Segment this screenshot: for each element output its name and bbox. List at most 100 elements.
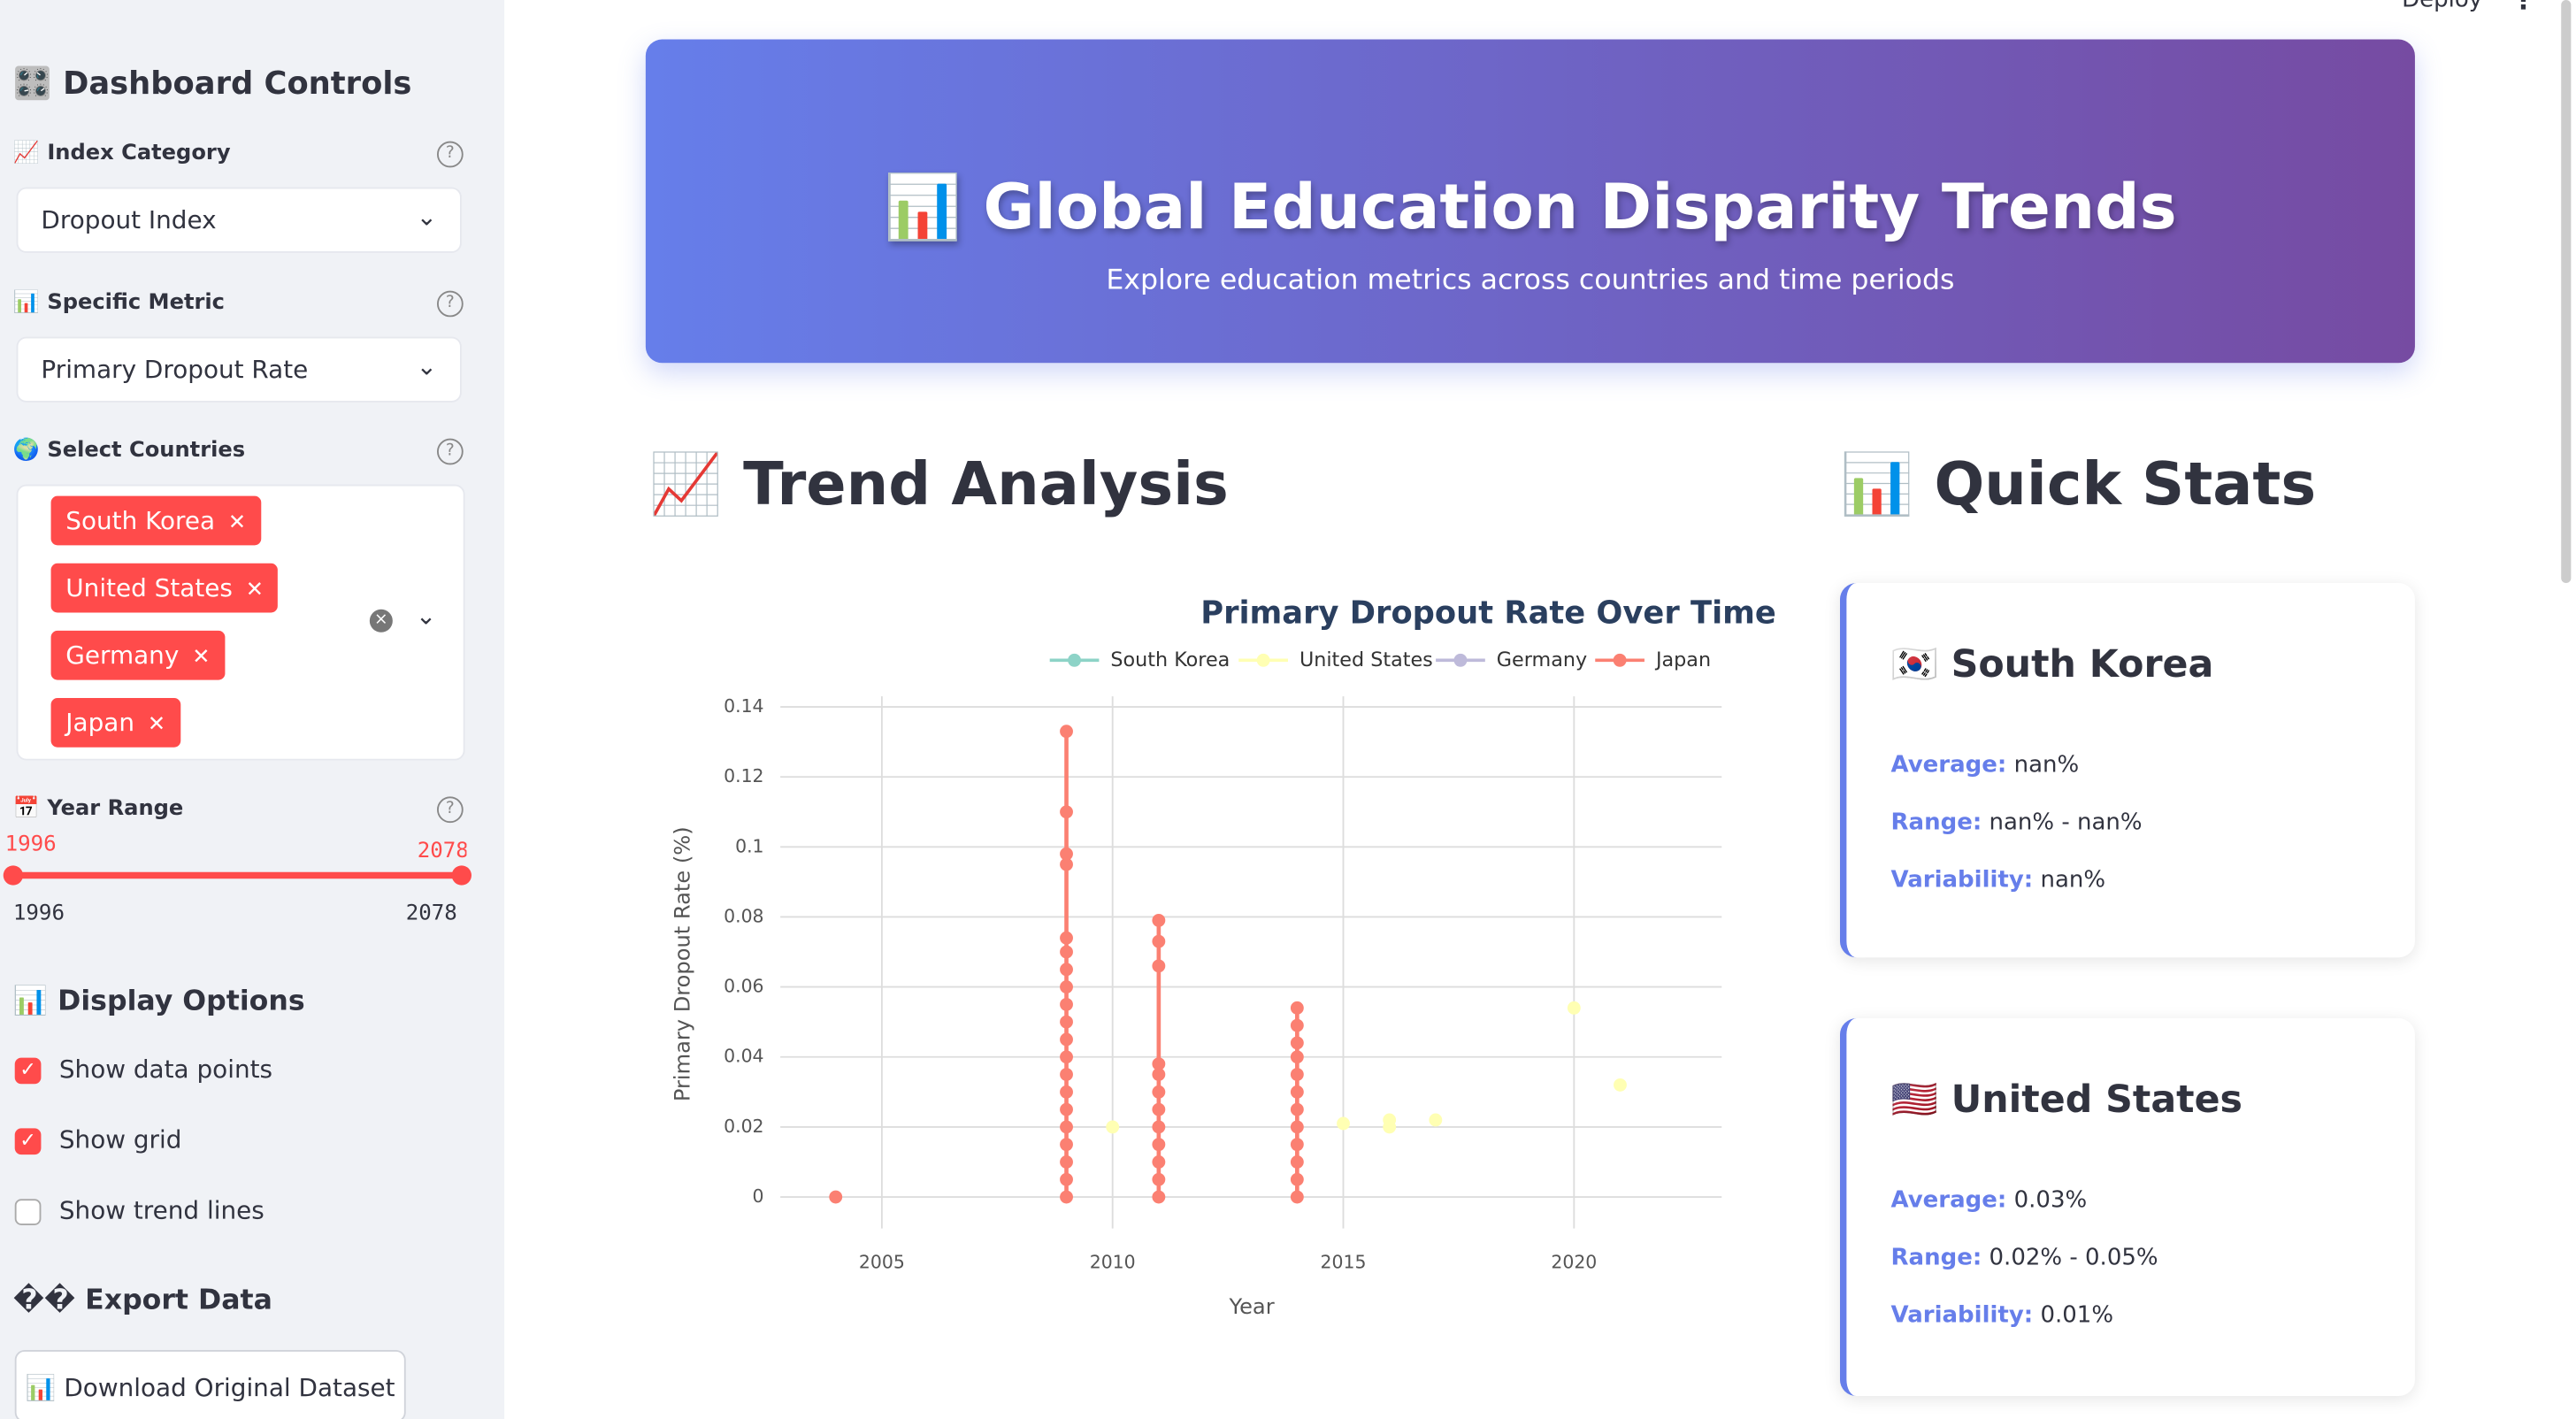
data-point bbox=[1152, 959, 1166, 973]
stat-row: Range: 0.02% - 0.05% bbox=[1891, 1245, 2158, 1271]
data-point bbox=[1290, 1190, 1304, 1204]
data-point bbox=[1290, 1155, 1304, 1169]
banner-subtitle: Explore education metrics across countri… bbox=[1106, 264, 1955, 298]
stat-row: Variability: 0.01% bbox=[1891, 1302, 2114, 1329]
select-value: Dropout Index bbox=[41, 205, 217, 235]
checkbox[interactable]: ✓ bbox=[14, 1057, 42, 1085]
stat-value: 0.01% bbox=[2040, 1302, 2114, 1329]
stat-value: nan% - nan% bbox=[1989, 809, 2143, 836]
select[interactable]: Dropout Index ⌄ bbox=[16, 187, 462, 253]
section-title: �� Export Data bbox=[12, 1284, 272, 1317]
slider-min: 1996 bbox=[12, 901, 65, 927]
stat-value: 0.03% bbox=[2013, 1187, 2088, 1214]
data-point bbox=[1152, 934, 1166, 948]
data-point bbox=[1060, 857, 1073, 871]
y-tick-label: 0.04 bbox=[724, 1046, 763, 1067]
multiselect[interactable]: × ⌄ South Korea ✕ United States ✕ Germany ✕ Ja… bbox=[16, 484, 465, 761]
sidebar: 🎛️ Dashboard Controls 📈 Index Category ?… bbox=[0, 0, 505, 1419]
data-point bbox=[1383, 1120, 1397, 1134]
help-icon[interactable]: ? bbox=[436, 796, 464, 824]
data-point bbox=[1152, 1102, 1166, 1116]
data-point bbox=[1290, 1085, 1304, 1099]
data-point bbox=[1290, 1172, 1304, 1186]
slider-value: 1996 bbox=[4, 832, 57, 858]
select[interactable]: Primary Dropout Rate ⌄ bbox=[16, 336, 462, 403]
stat-row: Variability: nan% bbox=[1891, 867, 2106, 894]
checkbox[interactable]: ✓ bbox=[14, 1128, 42, 1155]
stat-row: Range: nan% - nan% bbox=[1891, 809, 2143, 836]
stat-label: Range: bbox=[1890, 809, 1982, 836]
data-point bbox=[1152, 1057, 1166, 1071]
data-point bbox=[1290, 1036, 1304, 1050]
card-title: 🇰🇷 South Korea bbox=[1890, 643, 2214, 687]
data-point bbox=[1060, 1050, 1073, 1064]
banner-title: 📊 Global Education Disparity Trends bbox=[884, 171, 2177, 243]
section-heading: 📈 Trend Analysis bbox=[648, 451, 1229, 519]
data-point bbox=[1060, 980, 1073, 994]
slider-handle[interactable] bbox=[3, 865, 23, 886]
help-icon[interactable]: ? bbox=[436, 290, 464, 318]
y-tick-label: 0.08 bbox=[724, 905, 763, 926]
data-point bbox=[1060, 1068, 1073, 1081]
chart-title: Primary Dropout Rate Over Time bbox=[1200, 594, 1776, 631]
country-tag[interactable]: Japan ✕ bbox=[50, 698, 180, 748]
data-point bbox=[1060, 1172, 1073, 1186]
legend-marker bbox=[1256, 653, 1270, 667]
y-axis-title: Primary Dropout Rate (%) bbox=[671, 826, 695, 1101]
data-point bbox=[1060, 805, 1073, 819]
legend-label: United States bbox=[1300, 648, 1433, 671]
download-button[interactable]: 📊 Download Original Dataset bbox=[14, 1350, 406, 1419]
data-point bbox=[1060, 1155, 1073, 1169]
x-tick-label: 2010 bbox=[1090, 1252, 1136, 1273]
label: 📊 Specific Metric bbox=[12, 290, 226, 316]
x-axis-title: Year bbox=[1229, 1294, 1275, 1319]
banner: 📊 Global Education Disparity Trends Expl… bbox=[645, 39, 2415, 364]
tag-label: Germany bbox=[65, 640, 180, 671]
legend-marker bbox=[1068, 653, 1081, 667]
card-title: 🇺🇸 United States bbox=[1890, 1078, 2242, 1122]
stat-label: Variability: bbox=[1890, 1302, 2034, 1329]
stat-label: Range: bbox=[1890, 1245, 1982, 1271]
section-heading: 📊 Quick Stats bbox=[1839, 451, 2317, 519]
checkbox[interactable] bbox=[14, 1199, 42, 1225]
tag-remove[interactable]: ✕ bbox=[245, 578, 264, 603]
country-tag[interactable]: South Korea ✕ bbox=[50, 495, 261, 546]
legend-label: Germany bbox=[1497, 648, 1587, 671]
help-icon[interactable]: ? bbox=[436, 141, 464, 168]
country-tag[interactable]: United States ✕ bbox=[50, 563, 279, 613]
select-value: Primary Dropout Rate bbox=[41, 355, 309, 385]
dropdown-icon[interactable]: ⌄ bbox=[415, 601, 437, 631]
data-point bbox=[1152, 1120, 1166, 1134]
data-point bbox=[1060, 1138, 1073, 1152]
tag-remove[interactable]: ✕ bbox=[147, 712, 166, 738]
tag-label: South Korea bbox=[65, 505, 216, 536]
tag-remove[interactable]: ✕ bbox=[227, 510, 247, 536]
data-point bbox=[1290, 1018, 1304, 1032]
data-point bbox=[1060, 1102, 1073, 1116]
legend-label: Japan bbox=[1654, 648, 1711, 671]
clear-icon[interactable]: × bbox=[369, 609, 393, 633]
label: 📅 Year Range bbox=[12, 796, 184, 822]
x-tick-label: 2015 bbox=[1321, 1252, 1367, 1273]
data-point bbox=[1152, 1155, 1166, 1169]
help-icon[interactable]: ? bbox=[436, 438, 464, 465]
data-point bbox=[1060, 1085, 1073, 1099]
slider-handle[interactable] bbox=[451, 865, 472, 886]
data-point bbox=[1152, 1172, 1166, 1186]
slider-value: 2078 bbox=[417, 839, 467, 864]
menu-icon[interactable]: ⋮ bbox=[2511, 0, 2537, 15]
data-point bbox=[1290, 1120, 1304, 1134]
sidebar-title: 🎛️ Dashboard Controls bbox=[12, 65, 412, 103]
deploy-button[interactable]: Deploy bbox=[2402, 0, 2483, 13]
tag-remove[interactable]: ✕ bbox=[192, 645, 211, 671]
stat-value: nan% bbox=[2013, 752, 2080, 779]
scrollbar bbox=[2561, 0, 2572, 584]
stat-card: 🇺🇸 United States Average: 0.03% Range: 0.0… bbox=[1839, 1018, 2415, 1397]
stat-value: 0.02% - 0.05% bbox=[1989, 1245, 2158, 1271]
data-point bbox=[1614, 1078, 1627, 1092]
country-tag[interactable]: Germany ✕ bbox=[50, 630, 226, 680]
data-point bbox=[1060, 963, 1073, 977]
data-point bbox=[1060, 1015, 1073, 1029]
